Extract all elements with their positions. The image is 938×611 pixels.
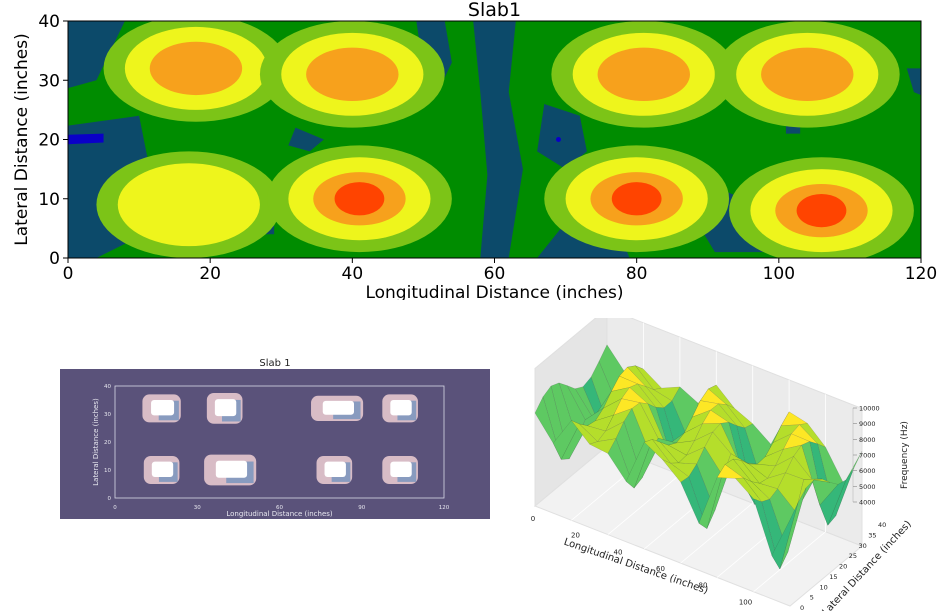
slab-x-tick-label: 30 (194, 505, 201, 511)
surface-z-axis-label: Frequency (Hz) (900, 421, 910, 489)
contour-y-tick-label: 30 (38, 71, 60, 91)
contour-low-region-10 (906, 68, 921, 96)
contour-x-axis-label: Longitudinal Distance (inches) (365, 283, 623, 300)
slab-y-tick-label: 30 (104, 412, 111, 418)
contour-y-tick-label: 20 (38, 131, 60, 151)
slab-y-tick-label: 0 (108, 496, 112, 502)
slab-x-axis-label: Longitudinal Distance (inches) (226, 510, 333, 518)
slab-y-tick-label: 10 (104, 468, 111, 474)
contour-x-tick-label: 80 (626, 264, 648, 284)
surface-x-tick-label: 20 (571, 532, 580, 540)
contour-x-tick-label: 120 (905, 264, 937, 284)
slab-background (60, 369, 490, 519)
contour-title: Slab1 (468, 0, 521, 21)
surface-x-tick-label: 60 (656, 565, 665, 573)
contour-peak-3-level-5 (597, 47, 690, 101)
contour-peak-1-level-5 (149, 41, 243, 96)
contour-y-axis-label: Lateral Distance (inches) (12, 33, 32, 245)
surface-3d-chart: 020406080100120Longitudinal Distance (in… (531, 318, 914, 611)
slab-x-tick-label: 0 (113, 505, 117, 511)
surface-y-tick-label: 35 (868, 531, 876, 539)
surface-y-tick-label: 0 (800, 604, 804, 611)
surface-y-tick-label: 15 (829, 573, 837, 581)
contour-low-region-1 (68, 21, 125, 89)
slab-x-tick-label: 120 (439, 505, 450, 511)
slab-unit-4-core (390, 400, 412, 416)
slab-unit-1-core (151, 400, 175, 416)
contour-x-tick-label: 0 (63, 264, 74, 284)
surface-z-tick-label: 10000 (859, 405, 880, 413)
surface-z-tick-label: 6000 (859, 467, 876, 475)
contour-peak-2-level-5 (306, 47, 399, 101)
surface-y-tick-label: 20 (839, 563, 847, 571)
slab-x-tick-label: 60 (276, 505, 283, 511)
surface-y-tick-label: 40 (878, 521, 886, 529)
surface-facet (771, 502, 799, 570)
contour-y-tick-label: 0 (49, 249, 60, 269)
surface-z-tick-label: 5000 (859, 483, 876, 491)
slab-y-tick-label: 20 (104, 440, 111, 446)
contour-peak-8-level-6 (796, 194, 847, 228)
contour-low-region-3 (473, 21, 523, 258)
slab-unit-5-core (151, 461, 174, 477)
contour-low-region-11 (288, 127, 324, 152)
surface-z-tick-label: 4000 (859, 499, 876, 507)
slab-y-tick-label: 40 (104, 384, 111, 390)
surface-x-tick-label: 40 (614, 548, 623, 556)
surface-z-tick-label: 7000 (859, 452, 876, 460)
surface-z-tick-label: 9000 (859, 420, 876, 428)
surface-grid-line (753, 394, 827, 593)
contour-peak-4-level-5 (761, 47, 854, 101)
contour-x-tick-label: 100 (763, 264, 795, 284)
surface-y-tick-label: 25 (849, 552, 857, 560)
surface-x-tick-label: 0 (531, 515, 535, 523)
surface-x-tick-label: 80 (699, 582, 708, 590)
slab-y-axis-label: Lateral Distance (inches) (92, 398, 100, 486)
contour-chart: 0 20 40 60 80 100 120 0 10 20 30 40 Slab1 Longitudina… (12, 0, 937, 300)
contour-lowest-region (68, 133, 104, 145)
contour-peak-6-level-6 (334, 182, 385, 216)
slab-unit-2-core (214, 399, 237, 417)
contour-peak-7-level-6 (611, 182, 662, 216)
surface-grid-line (680, 365, 754, 564)
surface-y-tick-label: 30 (859, 542, 867, 550)
contour-lowest-spot (555, 137, 561, 142)
slab-unit-6-core (215, 460, 248, 478)
contour-low-region-5 (537, 103, 587, 170)
contour-field (68, 21, 921, 258)
contour-peak-5-level-4 (117, 163, 260, 247)
contour-x-tick-label: 60 (484, 264, 506, 284)
slab-layout-chart: Slab 1 0 30 60 90 120 0 10 20 30 40 Longitudinal Di… (60, 358, 490, 519)
slab-unit-8-core (390, 461, 412, 477)
surface-y-tick-label: 10 (820, 583, 828, 591)
slab-unit-7-core (324, 461, 346, 477)
contour-x-tick-label: 40 (342, 264, 364, 284)
slab-unit-3-core (322, 400, 355, 415)
surface-x-tick-label: 100 (739, 598, 752, 606)
slab-title: Slab 1 (259, 358, 290, 369)
contour-x-tick-label: 20 (199, 264, 221, 284)
contour-y-tick-label: 10 (38, 190, 60, 210)
contour-y-tick-label: 40 (38, 12, 60, 32)
slab-x-tick-label: 90 (358, 505, 365, 511)
slab-frame (114, 385, 445, 499)
surface-y-tick-label: 5 (810, 594, 814, 602)
surface-z-tick-label: 8000 (859, 436, 876, 444)
